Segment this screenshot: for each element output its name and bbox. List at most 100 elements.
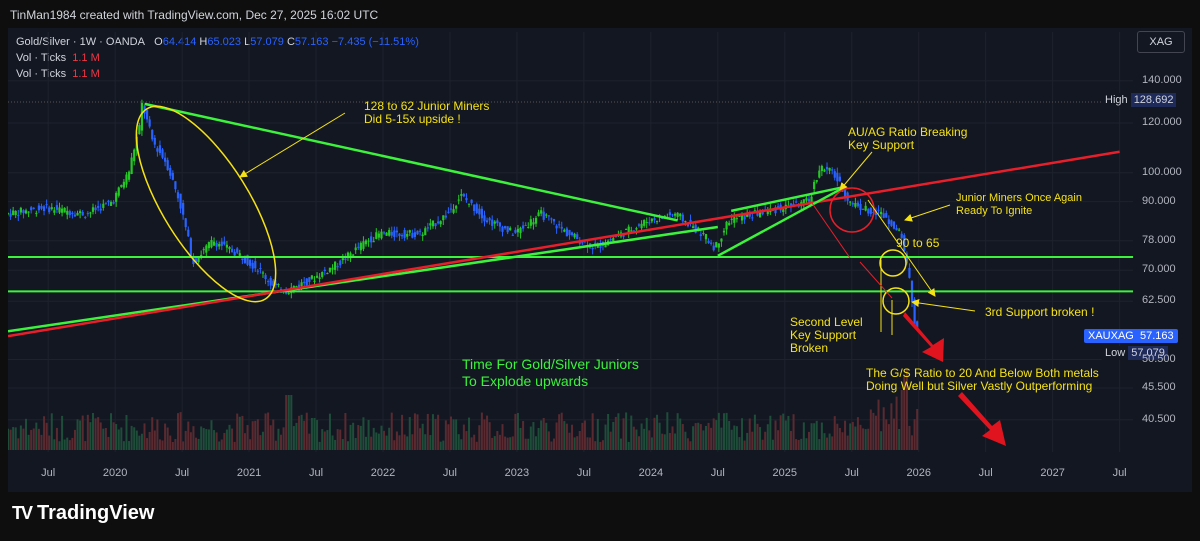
candle-body: [612, 238, 615, 241]
red-trend-line: [8, 150, 1120, 338]
candle-body: [424, 228, 427, 236]
volume-bar: [892, 418, 895, 450]
volume-row-2[interactable]: Vol · Ticks 1.1 M: [16, 66, 419, 82]
volume-bar: [261, 431, 264, 450]
volume-bar: [32, 428, 35, 450]
volume-bar: [287, 395, 290, 450]
volume-bar: [519, 427, 522, 450]
volume-bar: [607, 414, 610, 450]
volume-bar: [174, 439, 177, 450]
volume-bar: [565, 423, 568, 450]
candle-body: [429, 223, 432, 226]
volume-bar: [771, 439, 774, 450]
red-down-arrow: [958, 392, 1006, 446]
candle-body: [403, 229, 406, 238]
candle-body: [130, 157, 133, 174]
candle-body: [661, 217, 664, 219]
volume-bar: [702, 430, 705, 450]
volume-bar: [686, 438, 689, 450]
candle-body: [527, 227, 530, 229]
low-tag-value: 57.079: [1128, 346, 1168, 360]
volume-bar: [40, 434, 43, 450]
volume-bar: [439, 441, 442, 450]
candle-body: [367, 240, 370, 242]
ratio-break-arrow: [839, 151, 873, 191]
volume-bar: [89, 422, 92, 450]
volume-bar: [334, 439, 337, 450]
time-tick-label: Jul: [41, 467, 55, 479]
time-tick-label: 2023: [505, 467, 529, 479]
volume-bar: [161, 440, 164, 450]
candle-body: [267, 281, 270, 283]
candle-body: [140, 102, 144, 131]
volume-value: 1.1 M: [72, 52, 100, 64]
candle-body: [243, 255, 247, 263]
candle-body: [156, 148, 159, 152]
candle-body: [503, 226, 507, 229]
candle-body: [58, 207, 61, 213]
candle-body: [697, 227, 700, 229]
candle-body: [145, 109, 149, 120]
candle-body: [53, 210, 56, 213]
time-tick-label: Jul: [1113, 467, 1127, 479]
volume-bar: [357, 425, 360, 450]
volume-bar: [911, 435, 914, 450]
volume-bar: [367, 419, 370, 450]
candle-body: [534, 217, 538, 224]
candle-body: [625, 228, 628, 230]
candle-body: [17, 215, 20, 217]
volume-bar: [674, 433, 677, 450]
volume-row-1[interactable]: Vol · Ticks 1.1 M: [16, 50, 419, 66]
candle-body: [400, 235, 404, 237]
candle-body: [653, 218, 656, 221]
volume-bar: [599, 441, 602, 450]
volume-bar: [475, 441, 478, 450]
volume-bar: [885, 419, 888, 450]
volume-bar: [79, 420, 82, 450]
volume-bars: [8, 368, 919, 450]
volume-bar: [401, 414, 404, 450]
candle-body: [68, 211, 71, 216]
volume-bar: [846, 435, 849, 450]
candle-body: [470, 199, 473, 203]
volume-bar: [645, 417, 648, 450]
volume-bar: [836, 423, 839, 450]
candle-body: [153, 137, 156, 145]
candle-body: [916, 321, 919, 328]
candle-body: [730, 218, 733, 220]
time-tick-label: Jul: [309, 467, 323, 479]
volume-bar: [313, 417, 316, 450]
high-label: H: [199, 36, 208, 48]
volume-bar: [143, 423, 146, 450]
volume-bar: [844, 420, 847, 450]
note-line: Did 5-15x upside !: [364, 112, 461, 126]
volume-bar: [632, 426, 635, 450]
candle-body: [42, 206, 46, 212]
candle-body: [900, 233, 903, 239]
volume-bar: [656, 414, 659, 450]
candle-body: [524, 225, 527, 227]
volume-bar: [91, 412, 94, 450]
candle-body: [462, 194, 465, 197]
volume-bar: [913, 419, 916, 450]
candle-body: [287, 292, 290, 294]
tradingview-logo[interactable]: TV TradingView: [12, 502, 154, 525]
compare-symbol-button[interactable]: XAG: [1137, 31, 1185, 53]
volume-bar: [795, 439, 798, 450]
time-axis[interactable]: Jul 2020 Jul 2021 Jul 2022 Jul 2023 Jul 2024 Jul 20…: [41, 467, 1126, 479]
volume-bar: [68, 440, 71, 450]
candle-body: [740, 214, 744, 221]
candle-body: [833, 171, 836, 178]
candle-body: [385, 232, 388, 236]
volume-bar: [328, 413, 331, 450]
volume-bar: [640, 423, 643, 450]
candle-body: [529, 219, 532, 226]
candle-body: [864, 205, 867, 211]
volume-bar: [717, 412, 720, 450]
ratio-break-circle: [829, 187, 875, 233]
volume-bar: [872, 412, 875, 450]
candle-body: [743, 214, 746, 220]
ohlc-row[interactable]: Gold/Silver · 1W · OANDA O64.414 H65.023…: [16, 34, 419, 50]
candle-body: [388, 230, 391, 236]
